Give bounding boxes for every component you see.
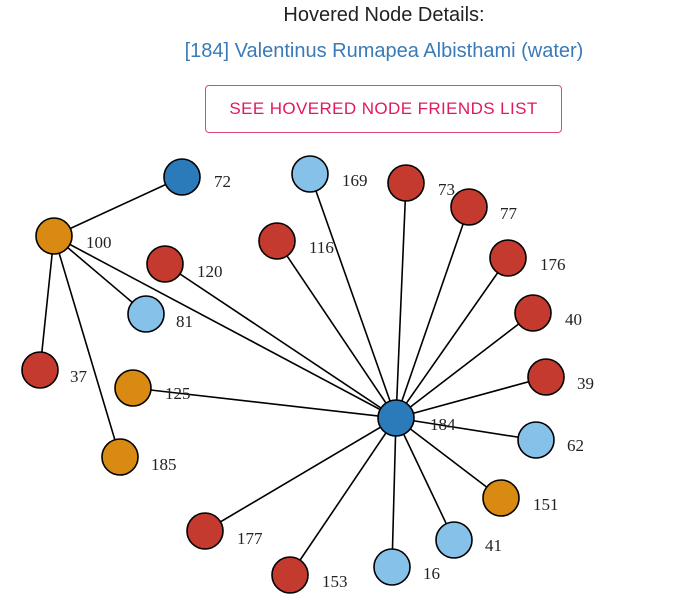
node-label-151: 151 bbox=[533, 495, 559, 514]
edge-184-73 bbox=[395, 182, 407, 419]
see-friends-list-button[interactable]: SEE HOVERED NODE FRIENDS LIST bbox=[205, 85, 562, 133]
edge-184-176 bbox=[395, 257, 509, 419]
edge-184-125 bbox=[132, 387, 397, 419]
edge-100-72 bbox=[53, 176, 183, 237]
node-40[interactable] bbox=[514, 294, 552, 332]
node-73[interactable] bbox=[387, 164, 425, 202]
node-label-169: 169 bbox=[342, 171, 368, 190]
node-label-125: 125 bbox=[165, 384, 191, 403]
node-125[interactable] bbox=[114, 369, 152, 407]
node-label-40: 40 bbox=[565, 310, 582, 329]
node-151[interactable] bbox=[482, 479, 520, 517]
node-label-184: 184 bbox=[430, 415, 456, 434]
edge-184-41 bbox=[395, 417, 455, 541]
node-label-16: 16 bbox=[423, 564, 440, 583]
node-label-120: 120 bbox=[197, 262, 223, 281]
node-120[interactable] bbox=[146, 245, 184, 283]
node-label-153: 153 bbox=[322, 572, 348, 591]
node-72[interactable] bbox=[163, 158, 201, 196]
edge-184-116 bbox=[276, 240, 397, 419]
node-116[interactable] bbox=[258, 222, 296, 260]
node-185[interactable] bbox=[101, 438, 139, 476]
node-label-116: 116 bbox=[309, 238, 334, 257]
edge-184-77 bbox=[395, 206, 470, 419]
node-label-37: 37 bbox=[70, 367, 88, 386]
node-169[interactable] bbox=[291, 155, 329, 193]
edge-184-120 bbox=[164, 263, 397, 419]
node-label-39: 39 bbox=[577, 374, 594, 393]
nodes-layer: 184 100 72 169 73 77 116 120 176 81 40 37 125 39 62 185… bbox=[21, 155, 594, 594]
node-62[interactable] bbox=[517, 421, 555, 459]
node-39[interactable] bbox=[527, 358, 565, 396]
node-label-176: 176 bbox=[540, 255, 566, 274]
node-37[interactable] bbox=[21, 351, 59, 389]
node-label-177: 177 bbox=[237, 529, 263, 548]
node-16[interactable] bbox=[373, 548, 411, 586]
node-label-73: 73 bbox=[438, 180, 455, 199]
node-176[interactable] bbox=[489, 239, 527, 277]
edge-184-62 bbox=[395, 417, 537, 441]
node-77[interactable] bbox=[450, 188, 488, 226]
node-label-81: 81 bbox=[176, 312, 193, 331]
node-100[interactable] bbox=[35, 217, 73, 255]
edge-100-81 bbox=[53, 235, 147, 315]
node-label-41: 41 bbox=[485, 536, 502, 555]
edge-184-16 bbox=[391, 417, 397, 568]
hovered-node-name: [184] Valentinus Rumapea Albisthami (wat… bbox=[184, 40, 584, 62]
node-153[interactable] bbox=[271, 556, 309, 594]
edge-100-184 bbox=[53, 235, 397, 419]
edge-100-185 bbox=[53, 235, 121, 458]
node-184[interactable] bbox=[377, 399, 415, 437]
node-label-100: 100 bbox=[86, 233, 112, 252]
node-label-62: 62 bbox=[567, 436, 584, 455]
edge-184-169 bbox=[309, 173, 397, 419]
node-label-72: 72 bbox=[214, 172, 231, 191]
details-heading: Hovered Node Details: bbox=[283, 4, 485, 26]
node-177[interactable] bbox=[186, 512, 224, 550]
edge-184-153 bbox=[289, 417, 397, 576]
edge-184-177 bbox=[204, 417, 397, 532]
edge-100-37 bbox=[39, 235, 55, 371]
node-41[interactable] bbox=[435, 521, 473, 559]
edge-184-151 bbox=[395, 417, 502, 499]
edge-184-40 bbox=[395, 312, 534, 419]
node-label-77: 77 bbox=[500, 204, 518, 223]
node-81[interactable] bbox=[127, 295, 165, 333]
edge-184-39 bbox=[395, 376, 547, 419]
edges-layer bbox=[39, 173, 547, 576]
node-label-185: 185 bbox=[151, 455, 177, 474]
